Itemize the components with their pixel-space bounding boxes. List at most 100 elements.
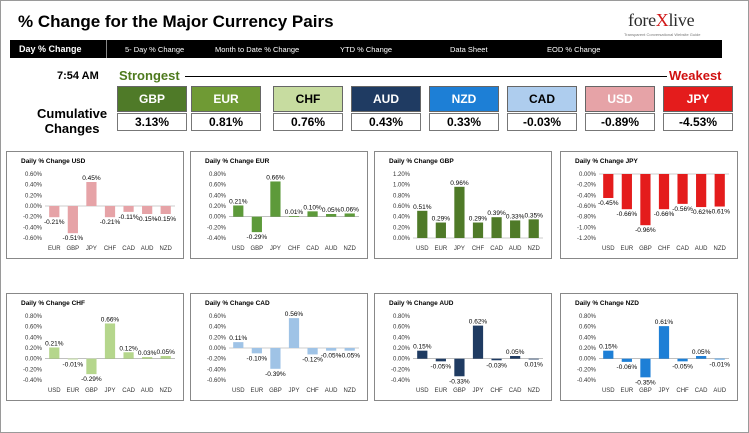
chart-bar	[491, 217, 502, 238]
x-tick-label: AUD	[325, 388, 338, 394]
currency-value-nzd: 0.33%	[429, 113, 499, 131]
y-tick-label: -0.40%	[207, 367, 227, 373]
chart-bar	[714, 174, 725, 207]
data-label: -0.15%	[137, 216, 158, 223]
x-tick-label: AUD	[695, 246, 708, 252]
y-tick-label: -1.00%	[577, 225, 597, 231]
x-tick-label: USD	[416, 388, 429, 394]
data-label: 0.05%	[156, 349, 175, 356]
y-tick-label: 0.40%	[209, 193, 227, 199]
data-label: -0.29%	[81, 376, 102, 383]
x-tick-label: AUD	[141, 246, 154, 252]
data-label: 0.15%	[413, 344, 432, 351]
data-label: 0.61%	[655, 319, 674, 326]
chart-bar	[658, 174, 670, 210]
data-label: -0.66%	[617, 211, 638, 218]
y-tick-label: 0.00%	[579, 357, 597, 363]
y-tick-label: -1.20%	[577, 236, 597, 242]
y-tick-label: -0.40%	[577, 378, 597, 384]
currency-value-chf: 0.76%	[273, 113, 343, 131]
data-label: -0.05%	[339, 353, 360, 360]
data-label: 0.66%	[101, 316, 120, 323]
chart-panel: Daily % Change AUD 0.80% 0.60% 0.40% 0.20% 0.…	[374, 293, 552, 401]
currency-value-jpy: -4.53%	[663, 113, 733, 131]
chart-panel: Daily % Change GBP 1.20% 1.00% 0.80% 0.60% 0.…	[374, 151, 552, 259]
data-label: 0.62%	[469, 319, 488, 326]
y-tick-label: 0.20%	[209, 204, 227, 210]
x-tick-label: NZD	[160, 388, 173, 394]
x-tick-label: CHF	[676, 388, 689, 394]
chart-bar	[454, 186, 465, 238]
data-label: 0.12%	[119, 345, 138, 352]
y-tick-label: -0.20%	[207, 357, 227, 363]
data-label: -0.03%	[486, 362, 507, 369]
chart-panel: Daily % Change JPY 0.00% -0.20% -0.40% -0.60…	[560, 151, 738, 259]
x-tick-label: CAD	[306, 246, 319, 252]
bar-chart: 0.80% 0.60% 0.40% 0.20% 0.00% -0.20% -0.40% 0.2…	[207, 172, 359, 252]
y-tick-label: 0.40%	[579, 335, 597, 341]
x-tick-label: JPY	[454, 246, 465, 252]
y-tick-label: 0.20%	[25, 193, 43, 199]
x-tick-label: EUR	[48, 246, 61, 252]
chart-bar	[67, 206, 78, 234]
page-title: % Change for the Major Currency Pairs	[18, 12, 334, 31]
currency-box-jpy: JPY	[663, 86, 733, 112]
chart-bar	[417, 350, 428, 359]
data-label: 0.03%	[138, 350, 157, 357]
chart-bar	[696, 356, 707, 359]
x-tick-label: GBP	[639, 388, 652, 394]
x-tick-label: NZD	[160, 246, 173, 252]
chart-bar	[435, 222, 446, 238]
data-label: -0.11%	[119, 214, 139, 221]
x-tick-label: USD	[416, 246, 429, 252]
data-label: 0.45%	[82, 175, 101, 182]
currency-box-eur: EUR	[191, 86, 261, 112]
y-tick-label: 0.00%	[579, 172, 597, 178]
y-tick-label: 0.80%	[393, 193, 411, 199]
currency-box-nzd: NZD	[429, 86, 499, 112]
chart-bar	[640, 358, 651, 378]
chart-bar	[307, 348, 318, 355]
y-tick-label: -0.60%	[207, 378, 227, 384]
currency-value-gbp: 3.13%	[117, 113, 187, 131]
nav-data-sheet[interactable]: Data Sheet	[450, 45, 488, 54]
data-label: 0.05%	[506, 349, 525, 356]
nav-divider	[106, 40, 107, 58]
chart-bar	[123, 352, 134, 359]
y-tick-label: -0.20%	[577, 367, 597, 373]
x-tick-label: JPY	[658, 388, 669, 394]
x-tick-label: EUR	[435, 388, 448, 394]
data-label: -0.45%	[598, 200, 619, 207]
y-tick-label: 0.80%	[209, 172, 227, 178]
currency-value-aud: 0.43%	[351, 113, 421, 131]
y-tick-label: 0.60%	[25, 325, 43, 331]
data-label: -0.56%	[672, 206, 693, 213]
nav-eod-change[interactable]: EOD % Change	[547, 45, 601, 54]
data-label: 0.21%	[45, 340, 64, 347]
y-tick-label: 0.20%	[579, 346, 597, 352]
x-tick-label: EUR	[67, 388, 80, 394]
data-label: -0.10%	[247, 355, 268, 362]
chart-bar	[326, 214, 337, 217]
bar-chart: 0.80% 0.60% 0.40% 0.20% 0.00% -0.20% -0.40% 0.1…	[391, 314, 543, 394]
chart-bar	[510, 356, 521, 359]
chart-bar	[251, 348, 262, 354]
data-label: -0.05%	[431, 363, 452, 370]
data-label: 0.15%	[599, 344, 618, 351]
chart-title: Daily % Change CHF	[21, 300, 85, 307]
nav-5day-change[interactable]: 5- Day % Change	[125, 45, 185, 54]
data-label: 0.56%	[285, 311, 304, 318]
data-label: -0.61%	[709, 209, 730, 216]
x-tick-label: AUD	[713, 388, 726, 394]
x-tick-label: USD	[232, 246, 245, 252]
nav-ytd-change[interactable]: YTD % Change	[340, 45, 393, 54]
currency-box-usd: USD	[585, 86, 655, 112]
logo-tagline: Transparent Conversational Website Guide	[624, 32, 701, 37]
nav-day-change[interactable]: Day % Change	[19, 44, 82, 54]
bar-chart: 0.80% 0.60% 0.40% 0.20% 0.00% -0.20% -0.40% 0.1…	[577, 314, 730, 394]
nav-month-to-date[interactable]: Month to Date % Change	[215, 45, 300, 54]
chart-bar	[621, 174, 632, 210]
y-tick-label: -0.20%	[23, 215, 43, 221]
y-tick-label: 0.40%	[393, 335, 411, 341]
currency-value-usd: -0.89%	[585, 113, 655, 131]
